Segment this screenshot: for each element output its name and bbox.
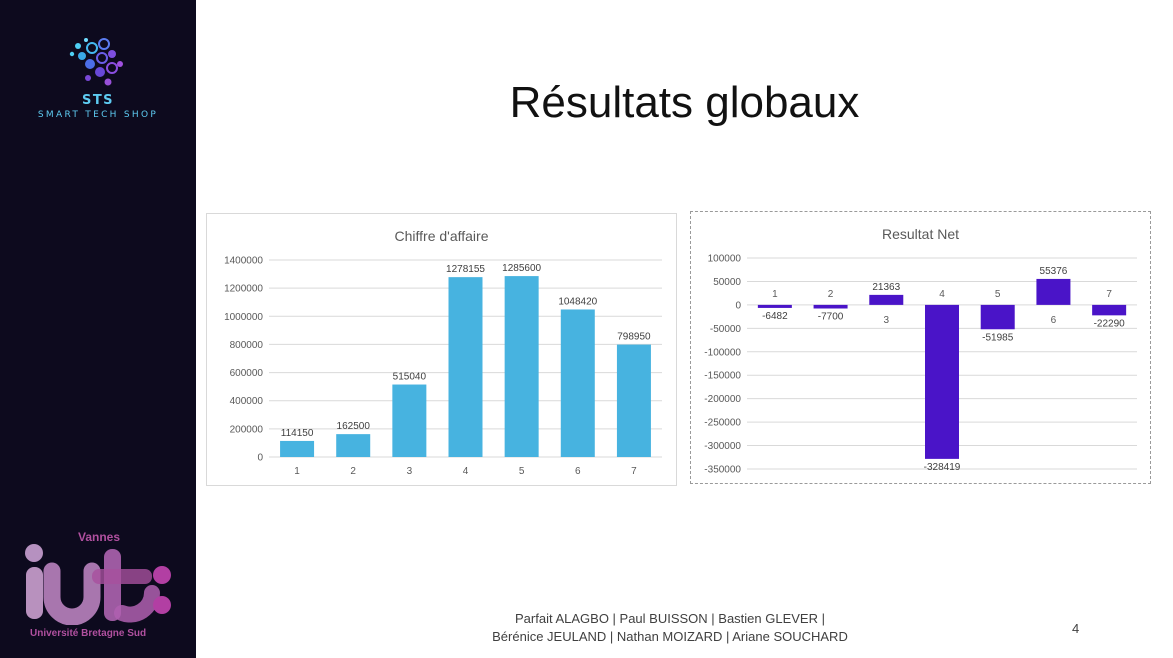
school-university: Université Bretagne Sud <box>30 628 147 639</box>
x-tick-label: 5 <box>519 466 525 477</box>
data-label: 1278155 <box>446 264 485 275</box>
bar <box>392 384 427 457</box>
y-tick-label: -250000 <box>704 418 741 429</box>
bar <box>1036 278 1071 305</box>
chart-title: Resultat Net <box>881 226 960 242</box>
bar <box>504 276 539 457</box>
y-tick-label: -200000 <box>704 394 741 405</box>
x-tick-label: 1 <box>294 466 300 477</box>
chart-ca-plot: 0 200000 400000 600000 800000 1000000 1200000 1… <box>224 256 662 477</box>
data-label: 55376 <box>1040 266 1068 277</box>
data-label: -6482 <box>762 311 788 322</box>
x-tick-label: 5 <box>995 289 1001 300</box>
bar <box>616 344 651 457</box>
bar <box>560 309 595 457</box>
footer-authors: Parfait ALAGBO | Paul BUISSON | Bastien … <box>370 610 970 646</box>
bar <box>1092 304 1127 316</box>
x-tick-label: 7 <box>1106 289 1112 300</box>
bar <box>813 304 848 309</box>
bar <box>869 294 904 305</box>
footer-line-2: Bérénice JEULAND | Nathan MOIZARD | Aria… <box>492 629 848 644</box>
x-tick-label: 6 <box>1051 315 1057 326</box>
chart-chiffre-affaire: Chiffre d'affaire 0 200000 400000 600000 800… <box>206 213 677 486</box>
x-tick-label: 4 <box>939 289 945 300</box>
data-label: -22290 <box>1094 318 1126 329</box>
y-tick-label: 100000 <box>708 254 742 265</box>
y-tick-label: -150000 <box>704 371 741 382</box>
y-tick-label: 1000000 <box>224 312 263 323</box>
y-tick-label: -50000 <box>710 324 742 335</box>
school-city: Vannes <box>78 530 121 544</box>
x-tick-label: 2 <box>828 289 834 300</box>
page-number: 4 <box>1072 621 1080 636</box>
iut-logo <box>25 544 171 625</box>
data-label: 114150 <box>281 428 314 439</box>
y-tick-label: -350000 <box>704 465 741 476</box>
sidebar: STS SMART TECH SHOP Vannes Université Br… <box>0 0 196 658</box>
chart-title: Chiffre d'affaire <box>394 228 489 244</box>
y-tick-label: 0 <box>257 453 263 464</box>
sts-logo-icon <box>69 38 123 86</box>
data-label: 21363 <box>872 282 900 293</box>
x-tick-label: 7 <box>631 466 637 477</box>
bar <box>980 304 1015 330</box>
x-tick-label: 3 <box>407 466 413 477</box>
data-label: -51985 <box>982 332 1014 343</box>
y-tick-label: -100000 <box>704 347 741 358</box>
x-tick-label: 1 <box>772 289 778 300</box>
x-tick-label: 3 <box>884 315 890 326</box>
y-tick-label: 600000 <box>230 368 264 379</box>
bar <box>280 440 315 457</box>
y-tick-label: -300000 <box>704 441 741 452</box>
y-tick-label: 0 <box>735 300 741 311</box>
y-tick-label: 1400000 <box>224 256 263 267</box>
data-label: -328419 <box>924 462 961 473</box>
footer-line-1: Parfait ALAGBO | Paul BUISSON | Bastien … <box>515 611 825 626</box>
data-label: 1048420 <box>558 296 597 307</box>
bar <box>757 304 792 308</box>
brand-tagline: SMART TECH SHOP <box>37 110 159 120</box>
data-label: 515040 <box>393 372 427 383</box>
x-tick-label: 6 <box>575 466 581 477</box>
bar <box>925 304 959 459</box>
y-tick-label: 400000 <box>230 396 264 407</box>
x-tick-label: 4 <box>463 466 469 477</box>
chart-rn-plot: -350000 -300000 -250000 -200000 -150000 -1000… <box>704 254 1137 476</box>
data-label: 798950 <box>617 332 651 343</box>
slide-title: Résultats globaux <box>509 78 860 127</box>
data-label: 162500 <box>337 421 371 432</box>
brand-name: STS <box>81 93 115 108</box>
bar <box>448 277 483 457</box>
y-tick-label: 50000 <box>713 277 741 288</box>
bar <box>336 434 371 457</box>
y-tick-label: 200000 <box>230 424 264 435</box>
y-tick-label: 800000 <box>230 340 264 351</box>
chart-resultat-net: Resultat Net -350000 -300000 -250000 -20000… <box>690 211 1151 484</box>
x-tick-label: 2 <box>350 466 356 477</box>
data-label: -7700 <box>818 311 844 322</box>
data-label: 1285600 <box>502 263 541 274</box>
y-tick-label: 1200000 <box>224 284 263 295</box>
